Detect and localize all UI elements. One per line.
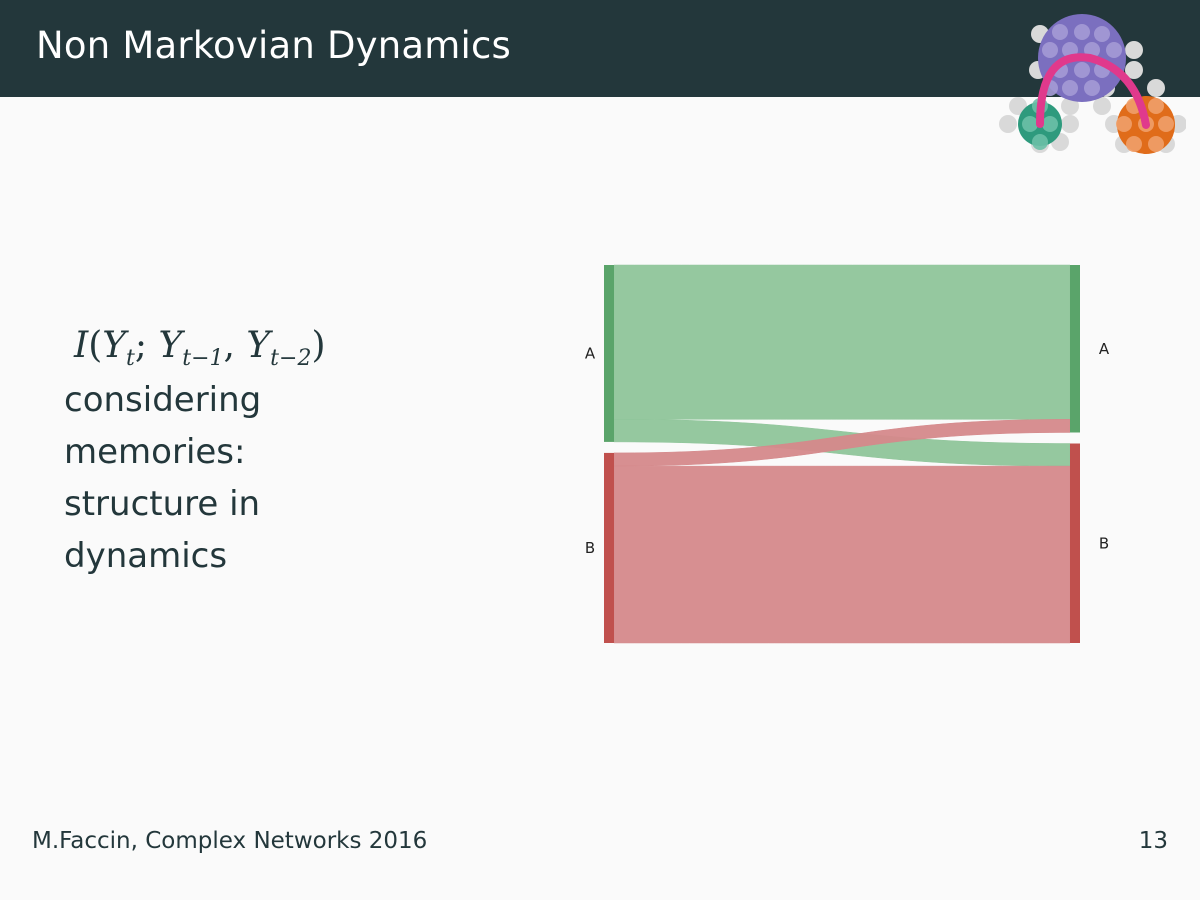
slide-header: Non Markovian Dynamics xyxy=(0,0,1200,154)
flow-a-to-a xyxy=(613,264,1071,420)
mutual-information-formula: I(Yt; Yt−1, Yt−2) xyxy=(74,318,364,374)
caption-text: considering memories: structure in dynam… xyxy=(64,380,262,576)
formula-sub-2: t−1 xyxy=(182,346,224,372)
left-node-label-a: A xyxy=(585,344,596,362)
formula-var-3: Y xyxy=(246,325,271,366)
formula-sep-2: , xyxy=(223,325,247,366)
formula-sub-3: t−2 xyxy=(270,346,312,372)
slide-body-text: I(Yt; Yt−1, Yt−2) considering memories: … xyxy=(64,318,364,582)
network-logo xyxy=(999,14,1186,154)
slide-title: Non Markovian Dynamics xyxy=(36,24,511,67)
footer-author: M.Faccin, Complex Networks 2016 xyxy=(32,828,428,854)
page-number: 13 xyxy=(1138,828,1168,854)
left-node-b xyxy=(604,452,614,643)
formula-func: I xyxy=(74,325,89,366)
formula-sub-1: t xyxy=(126,346,135,372)
right-node-b xyxy=(1070,443,1080,643)
left-node-a xyxy=(604,265,614,442)
sankey-diagram: A B A B xyxy=(585,264,1110,644)
right-node-a xyxy=(1070,265,1080,433)
formula-close: ) xyxy=(311,325,326,366)
formula-var-2: Y xyxy=(158,325,183,366)
formula-var-1: Y xyxy=(102,325,127,366)
formula-open: ( xyxy=(88,325,103,366)
flow-b-to-b xyxy=(613,465,1071,644)
right-node-label-b: B xyxy=(1099,534,1109,552)
flow-b-to-a xyxy=(613,419,1071,467)
left-node-label-b: B xyxy=(585,539,595,557)
right-node-label-a: A xyxy=(1099,340,1110,358)
formula-sep-1: ; xyxy=(134,325,159,366)
